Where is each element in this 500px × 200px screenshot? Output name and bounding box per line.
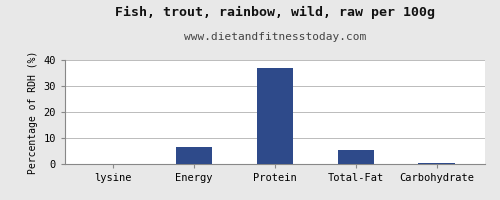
Bar <box>176 147 212 164</box>
Text: Fish, trout, rainbow, wild, raw per 100g: Fish, trout, rainbow, wild, raw per 100g <box>115 6 435 19</box>
Y-axis label: Percentage of RDH (%): Percentage of RDH (%) <box>28 50 38 174</box>
Bar <box>257 68 293 164</box>
Text: www.dietandfitnesstoday.com: www.dietandfitnesstoday.com <box>184 32 366 42</box>
Bar <box>418 163 454 164</box>
Bar <box>338 150 374 164</box>
